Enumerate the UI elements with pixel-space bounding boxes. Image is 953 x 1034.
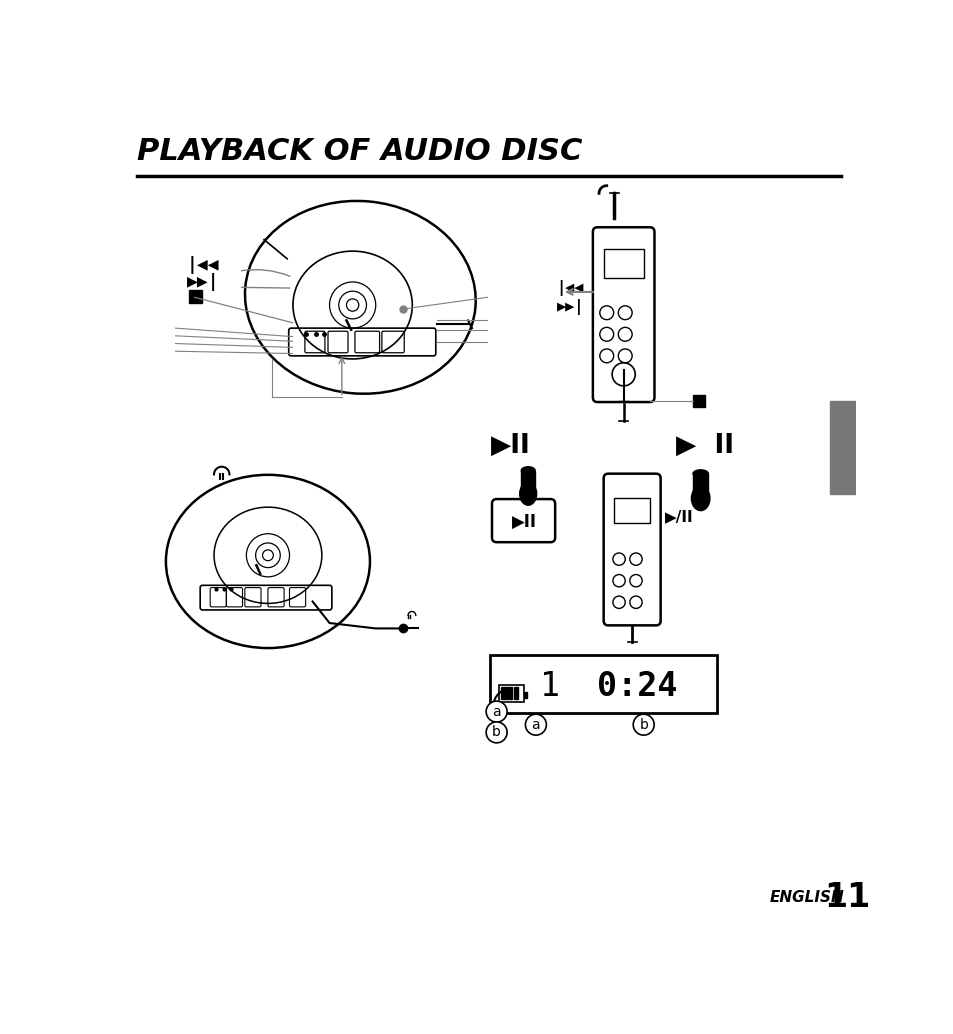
Text: ▶▶|: ▶▶| [187,273,219,291]
Bar [498,685,523,702]
Bar [614,498,649,523]
Text: 0:24: 0:24 [597,670,678,703]
Bar [189,290,201,303]
Ellipse shape [520,466,535,475]
Text: ▶  II: ▶ II [676,433,733,459]
Text: ▶II: ▶II [512,513,537,531]
Bar [829,401,855,493]
Text: ▶II: ▶II [491,433,531,459]
Bar [507,687,512,699]
Text: ▶/II: ▶/II [664,510,693,524]
Ellipse shape [692,469,708,478]
Text: a: a [531,718,539,732]
Text: 11: 11 [823,881,869,914]
Text: 1: 1 [539,670,559,703]
Text: PLAYBACK OF AUDIO DISC: PLAYBACK OF AUDIO DISC [137,138,581,166]
Text: |◀◀: |◀◀ [557,280,583,296]
Bar [500,687,505,699]
Ellipse shape [519,482,537,506]
Text: ENGLISH: ENGLISH [769,890,843,906]
Bar [692,474,708,496]
Text: a: a [492,704,500,719]
Text: |◀◀: |◀◀ [187,256,219,274]
Text: b: b [639,718,647,732]
Bar [520,470,535,492]
Text: b: b [492,726,500,739]
Bar [489,656,716,713]
Bar [692,395,703,406]
Text: ▶▶|: ▶▶| [557,299,583,315]
Ellipse shape [691,486,709,511]
Bar [513,687,517,699]
Bar [603,249,643,278]
Bar [523,692,526,698]
